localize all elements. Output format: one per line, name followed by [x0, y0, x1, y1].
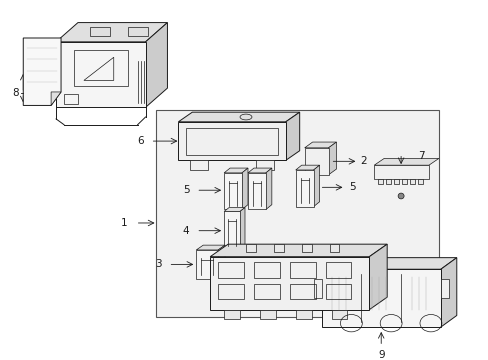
Bar [273, 244, 283, 252]
Polygon shape [23, 38, 61, 105]
Bar [321, 269, 440, 327]
Bar [325, 262, 351, 278]
Polygon shape [224, 208, 244, 211]
Polygon shape [51, 92, 61, 105]
Bar [313, 279, 321, 298]
Text: 5: 5 [183, 185, 189, 195]
Bar [289, 262, 315, 278]
Polygon shape [373, 158, 438, 165]
Polygon shape [178, 112, 299, 122]
Polygon shape [285, 112, 299, 160]
Bar [196, 250, 218, 279]
Bar [289, 284, 315, 299]
Bar [386, 179, 390, 184]
Bar [178, 122, 285, 160]
Bar [186, 127, 277, 154]
Bar [253, 284, 279, 299]
Bar [409, 179, 414, 184]
Bar [64, 94, 78, 104]
Text: 8: 8 [13, 88, 19, 98]
Text: 9: 9 [377, 350, 384, 360]
Polygon shape [321, 258, 456, 269]
Text: 7: 7 [417, 150, 424, 161]
Bar [253, 262, 279, 278]
Bar [210, 257, 368, 310]
Bar [247, 173, 265, 210]
Bar [74, 50, 127, 86]
Text: 1: 1 [121, 218, 127, 228]
Polygon shape [247, 168, 271, 173]
Bar [155, 110, 438, 318]
Bar [295, 310, 311, 319]
Polygon shape [328, 142, 336, 175]
Bar [295, 170, 313, 207]
Text: 2: 2 [360, 156, 366, 166]
Bar [218, 284, 244, 299]
Bar [224, 211, 240, 250]
Polygon shape [440, 258, 456, 327]
Bar [301, 244, 311, 252]
Polygon shape [304, 142, 336, 148]
Bar [255, 160, 273, 170]
Polygon shape [224, 168, 247, 173]
Bar [260, 310, 275, 319]
Text: 4: 4 [183, 226, 189, 236]
Bar [190, 160, 208, 170]
Bar [224, 310, 240, 319]
Bar [218, 262, 244, 278]
Bar [304, 148, 328, 175]
Polygon shape [368, 244, 386, 310]
Bar [417, 179, 422, 184]
Polygon shape [210, 244, 386, 257]
Polygon shape [145, 23, 167, 107]
Polygon shape [313, 165, 319, 207]
Bar [331, 310, 346, 319]
Bar [377, 179, 383, 184]
Circle shape [397, 193, 403, 199]
Polygon shape [56, 23, 167, 42]
Bar [224, 173, 242, 210]
Bar [401, 179, 406, 184]
Polygon shape [265, 168, 271, 210]
Polygon shape [196, 245, 224, 250]
Polygon shape [242, 168, 247, 210]
Text: 3: 3 [155, 260, 161, 269]
Polygon shape [295, 165, 319, 170]
Polygon shape [218, 245, 224, 279]
Text: 6: 6 [137, 136, 143, 146]
Bar [393, 179, 398, 184]
Bar [325, 284, 351, 299]
Bar [245, 244, 255, 252]
Bar [329, 244, 339, 252]
Polygon shape [240, 208, 244, 250]
Bar [440, 279, 448, 298]
Text: 5: 5 [349, 182, 355, 192]
Bar [373, 165, 428, 179]
Bar [56, 42, 145, 107]
